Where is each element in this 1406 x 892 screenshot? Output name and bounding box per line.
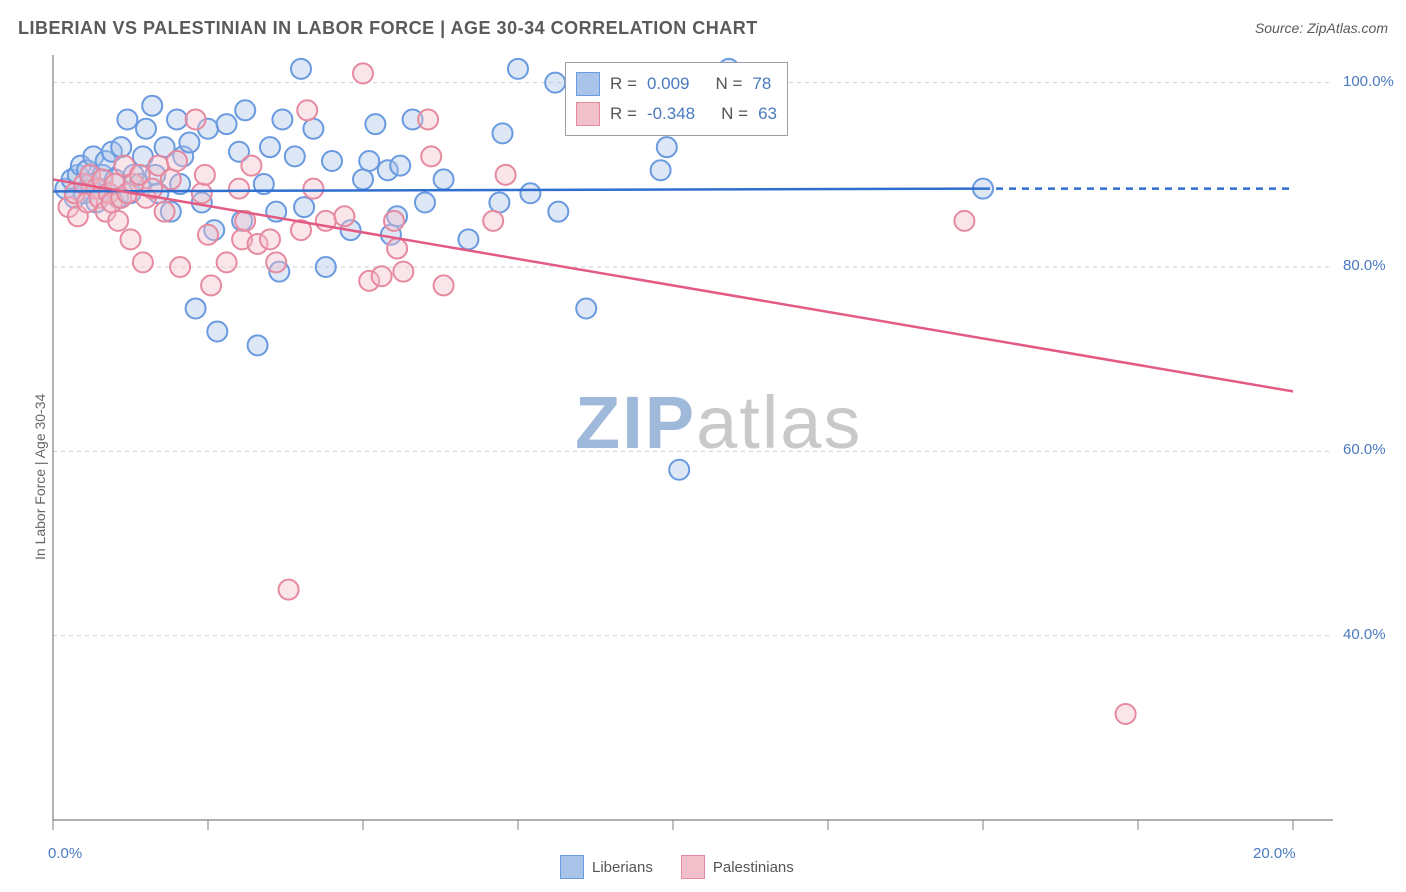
stats-row-1: R = -0.348 N = 63 xyxy=(576,99,777,129)
x-tick-label: 20.0% xyxy=(1253,845,1296,862)
legend-item-palestinians: Palestinians xyxy=(681,855,794,879)
legend-bottom: Liberians Palestinians xyxy=(560,855,794,879)
x-tick-label: 0.0% xyxy=(48,845,82,862)
stats-n-val-1: 63 xyxy=(758,104,777,124)
y-tick-label: 80.0% xyxy=(1343,257,1386,274)
legend-swatch-palestinians xyxy=(681,855,705,879)
y-tick-label: 100.0% xyxy=(1343,73,1394,90)
stats-n-label-1: N = xyxy=(721,104,748,124)
stats-swatch-0 xyxy=(576,72,600,96)
chart-container: LIBERIAN VS PALESTINIAN IN LABOR FORCE |… xyxy=(0,0,1406,892)
stats-r-label-0: R = xyxy=(610,74,637,94)
stats-row-0: R = 0.009 N = 78 xyxy=(576,69,777,99)
stats-r-val-0: 0.009 xyxy=(647,74,690,94)
stats-n-label-0: N = xyxy=(715,74,742,94)
stats-n-val-0: 78 xyxy=(752,74,771,94)
stats-r-label-1: R = xyxy=(610,104,637,124)
legend-label-palestinians: Palestinians xyxy=(713,859,794,876)
stats-r-val-1: -0.348 xyxy=(647,104,695,124)
y-tick-label: 60.0% xyxy=(1343,441,1386,458)
stats-box: R = 0.009 N = 78 R = -0.348 N = 63 xyxy=(565,62,788,136)
y-tick-label: 40.0% xyxy=(1343,626,1386,643)
stats-swatch-1 xyxy=(576,102,600,126)
legend-label-liberians: Liberians xyxy=(592,859,653,876)
legend-item-liberians: Liberians xyxy=(560,855,653,879)
y-axis-label: In Labor Force | Age 30-34 xyxy=(32,394,48,560)
legend-swatch-liberians xyxy=(560,855,584,879)
